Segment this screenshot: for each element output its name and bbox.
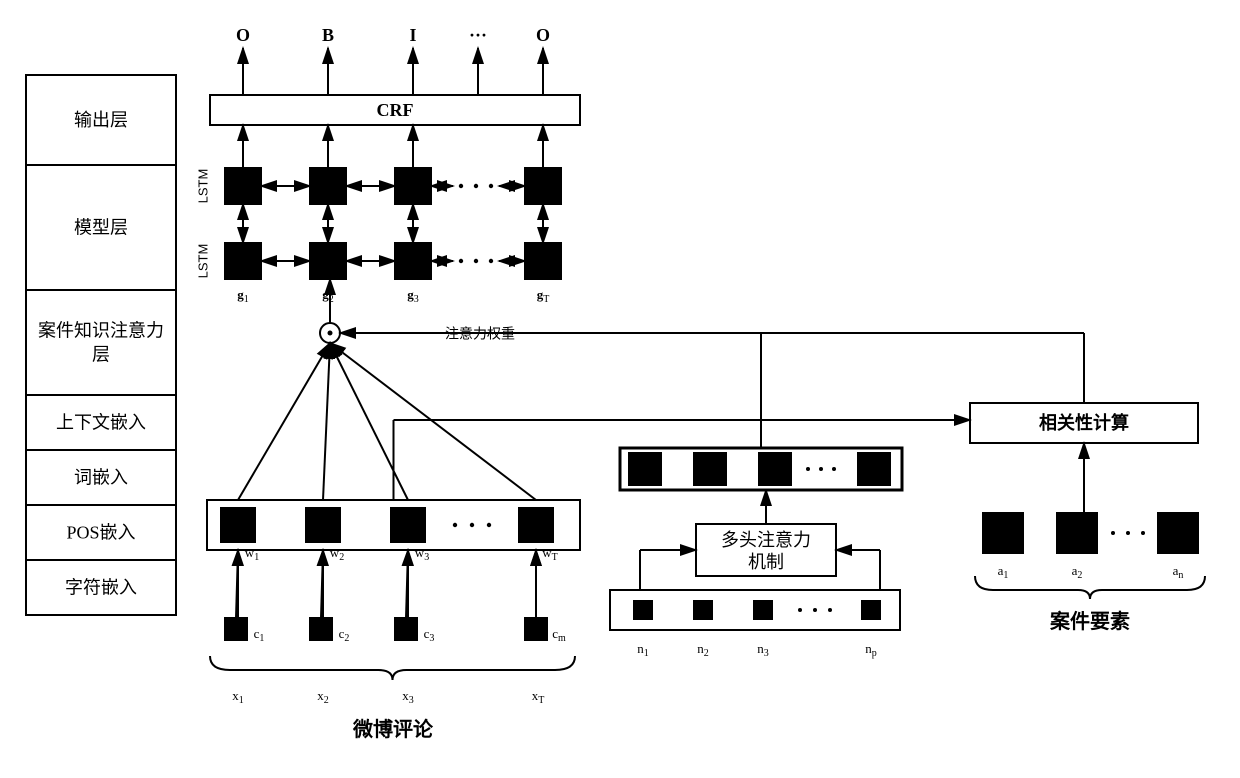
svg-text:n3: n3	[757, 641, 769, 660]
svg-text:层: 层	[92, 345, 110, 365]
svg-text:案件要素: 案件要素	[1049, 609, 1130, 633]
svg-text:O: O	[536, 25, 550, 45]
svg-text:c3: c3	[424, 626, 435, 645]
svg-text:微博评论: 微博评论	[352, 717, 434, 741]
svg-text:多头注意力: 多头注意力	[721, 530, 811, 550]
svg-text:a2: a2	[1072, 563, 1083, 582]
svg-text:xT: xT	[532, 688, 545, 707]
svg-text:词嵌入: 词嵌入	[74, 468, 128, 488]
svg-text:a1: a1	[998, 563, 1009, 582]
svg-text:LSTM: LSTM	[196, 244, 211, 279]
svg-text:np: np	[865, 641, 877, 660]
svg-text:字符嵌入: 字符嵌入	[65, 578, 137, 598]
svg-text:LSTM: LSTM	[196, 169, 211, 204]
svg-text:x3: x3	[402, 688, 414, 707]
svg-text:g1: g1	[237, 287, 249, 306]
svg-text:c2: c2	[339, 626, 350, 645]
svg-text:B: B	[322, 25, 334, 45]
svg-text:···: ···	[469, 25, 487, 45]
svg-text:输出层: 输出层	[74, 110, 128, 130]
svg-text:an: an	[1173, 563, 1184, 582]
svg-text:n2: n2	[697, 641, 709, 660]
svg-text:gT: gT	[537, 287, 550, 306]
svg-text:机制: 机制	[748, 552, 784, 572]
svg-text:I: I	[409, 25, 416, 45]
svg-text:c1: c1	[254, 626, 265, 645]
svg-text:注意力权重: 注意力权重	[445, 326, 515, 343]
svg-text:cm: cm	[552, 626, 566, 645]
svg-text:案件知识注意力: 案件知识注意力	[38, 321, 164, 341]
svg-text:x1: x1	[232, 688, 244, 707]
svg-text:CRF: CRF	[377, 100, 414, 120]
svg-text:相关性计算: 相关性计算	[1039, 412, 1129, 433]
svg-text:模型层: 模型层	[74, 218, 128, 238]
svg-text:O: O	[236, 25, 250, 45]
svg-text:POS嵌入: POS嵌入	[66, 523, 135, 543]
svg-text:上下文嵌入: 上下文嵌入	[56, 413, 146, 433]
svg-text:g3: g3	[407, 287, 419, 306]
svg-text:n1: n1	[637, 641, 649, 660]
svg-text:x2: x2	[317, 688, 329, 707]
svg-text:g2: g2	[322, 287, 334, 306]
